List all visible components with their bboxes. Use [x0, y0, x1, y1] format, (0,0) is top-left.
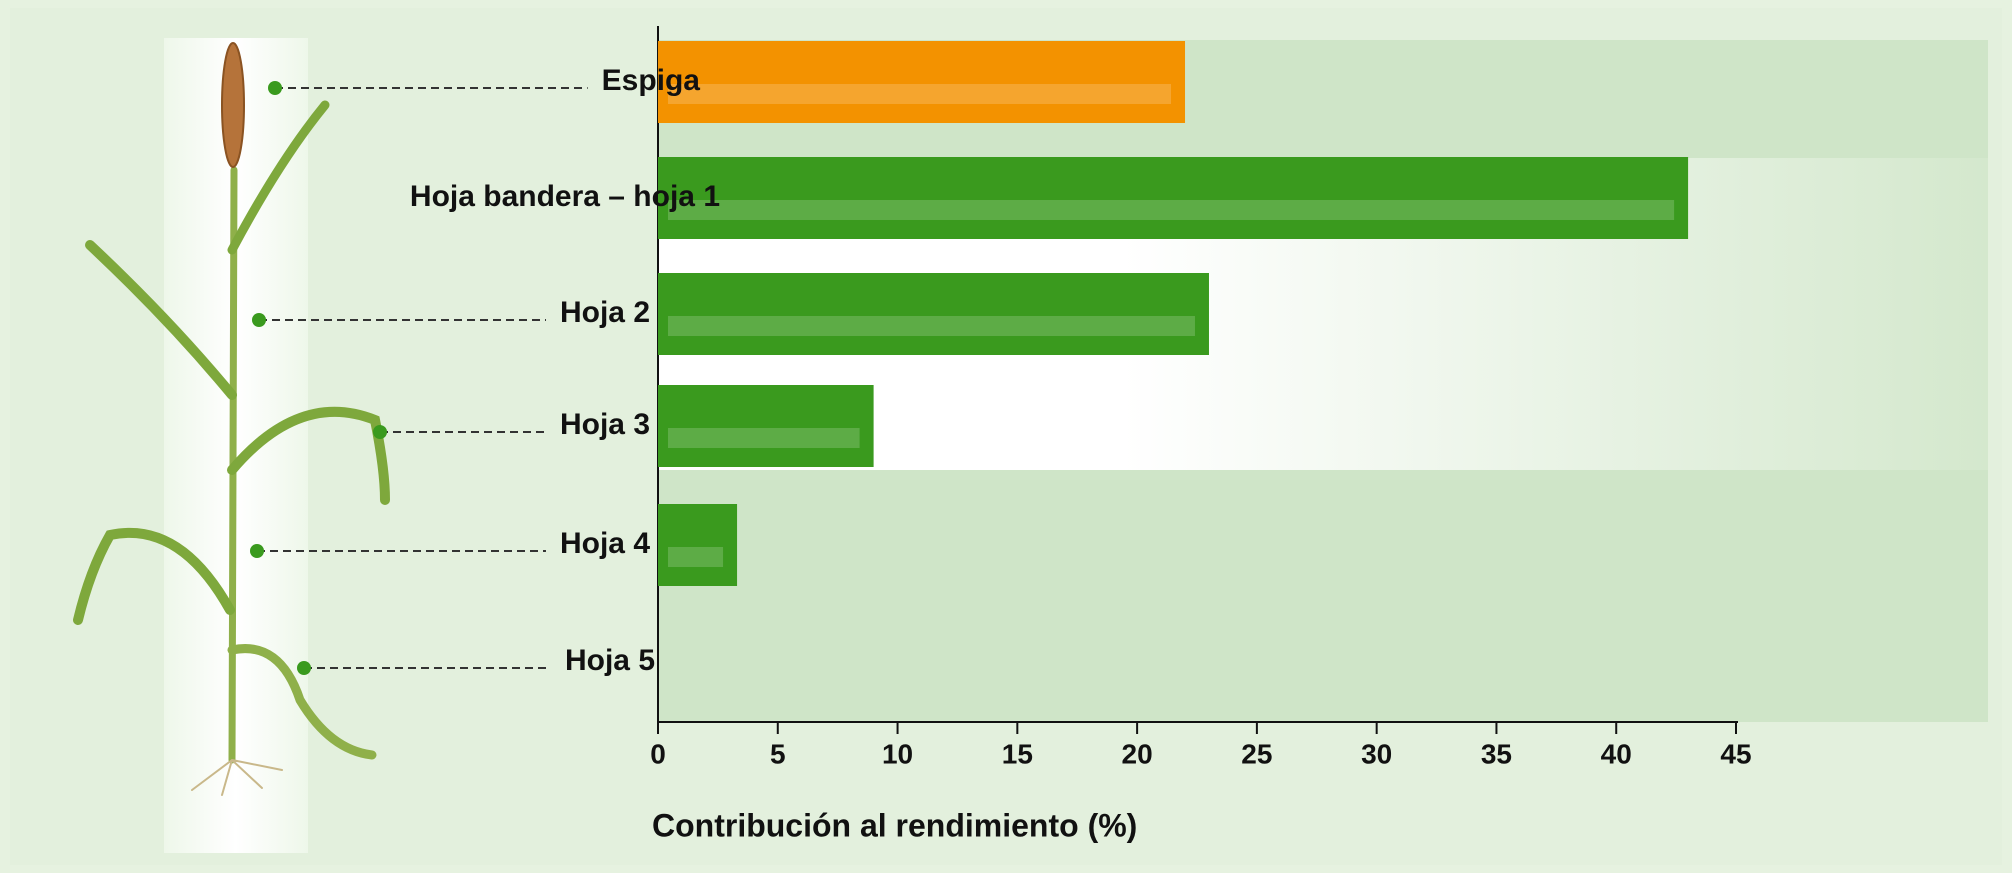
category-label: Hoja 3	[560, 408, 650, 441]
category-label: Hoja bandera – hoja 1	[410, 180, 720, 213]
category-label: Espiga	[602, 64, 701, 97]
category-label: Hoja 5	[565, 644, 655, 677]
x-tick-label: 40	[1601, 738, 1632, 769]
x-tick-label: 25	[1241, 738, 1272, 769]
bar	[658, 41, 1186, 123]
x-tick-label: 10	[882, 738, 913, 769]
x-tick-label: 45	[1720, 738, 1751, 769]
leader-dot	[268, 81, 282, 95]
bar	[658, 385, 874, 467]
x-tick-label: 0	[650, 738, 666, 769]
bar-highlight	[668, 316, 1195, 336]
bar-highlight	[668, 84, 1172, 104]
leader-dot	[252, 313, 266, 327]
leader-dot	[373, 425, 387, 439]
x-tick-label: 30	[1361, 738, 1392, 769]
leader-dot	[250, 544, 264, 558]
plant	[73, 42, 390, 796]
bar-highlight	[668, 547, 724, 567]
category-label: Hoja 2	[560, 296, 650, 329]
x-axis-label: Contribución al rendimiento (%)	[652, 807, 1137, 843]
bar-highlight	[668, 200, 1675, 220]
category-label: Hoja 4	[560, 527, 650, 560]
band	[658, 470, 1988, 722]
x-tick-label: 15	[1002, 738, 1033, 769]
bar	[658, 157, 1689, 239]
bar-highlight	[668, 428, 860, 448]
bar	[658, 273, 1209, 355]
x-tick-label: 5	[770, 738, 786, 769]
x-tick-label: 20	[1122, 738, 1153, 769]
bar	[658, 504, 738, 586]
x-tick-label: 35	[1481, 738, 1512, 769]
leader-dot	[297, 661, 311, 675]
